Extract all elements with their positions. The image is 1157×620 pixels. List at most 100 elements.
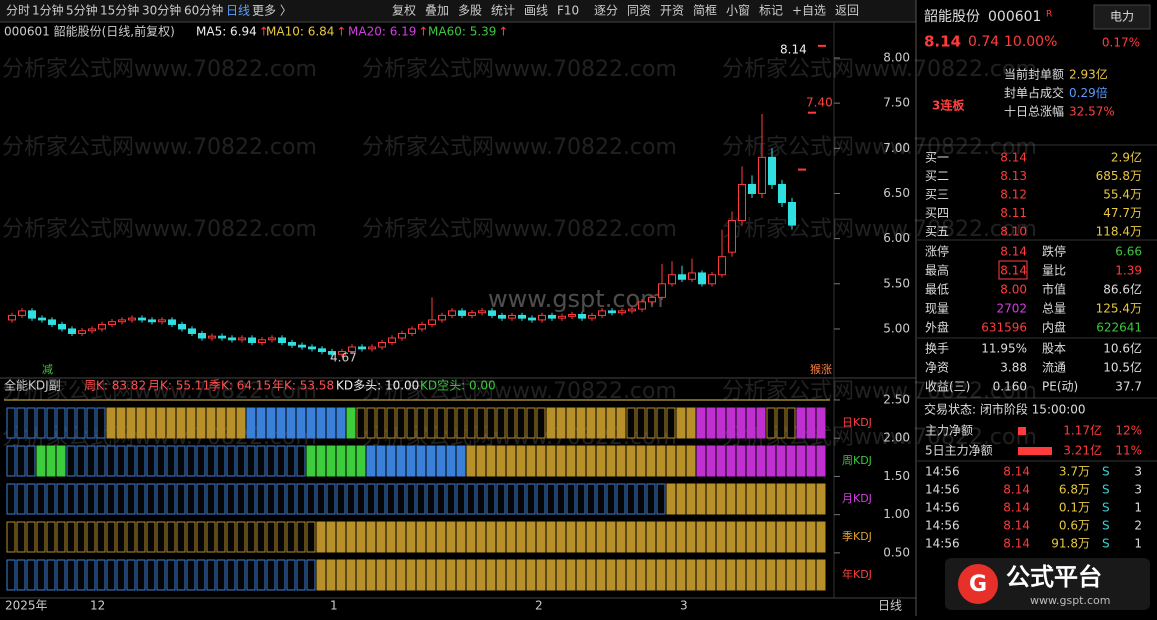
- kdj-cell: [616, 483, 626, 515]
- trade-side: S: [1102, 537, 1110, 551]
- kdj-cell: [156, 559, 166, 591]
- kdj-cell: [346, 407, 356, 439]
- kdj-cell: [446, 521, 456, 553]
- y-tick-label: 6.00: [883, 231, 910, 245]
- toolbar-button[interactable]: 小窗: [726, 4, 750, 18]
- kdj-cell: [676, 407, 686, 439]
- toolbar-button[interactable]: 分时: [6, 4, 30, 18]
- toolbar-button[interactable]: 同资: [627, 4, 651, 18]
- toolbar-button[interactable]: F10: [557, 4, 579, 18]
- kdj-cell: [606, 521, 616, 553]
- candle-body: [258, 339, 266, 344]
- kdj-cell: [146, 445, 156, 477]
- candle-body: [598, 310, 606, 316]
- candle-body: [218, 335, 226, 339]
- highlight-box: [998, 260, 1028, 280]
- candle-body: [608, 310, 616, 314]
- toolbar-button[interactable]: 5分钟: [66, 3, 98, 18]
- order-volume: 2.9亿: [1111, 150, 1142, 165]
- toolbar-button[interactable]: 返回: [835, 4, 859, 18]
- candle-body: [158, 319, 166, 323]
- kdj-cell: [796, 559, 806, 591]
- kdj-cell: [416, 521, 426, 553]
- kdj-cell: [166, 407, 176, 439]
- kdj-cell: [616, 559, 626, 591]
- kdj-cell: [416, 483, 426, 515]
- kdj-cell: [36, 559, 46, 591]
- kdj-cell: [796, 521, 806, 553]
- fund-value: 11.95%: [981, 342, 1027, 356]
- toolbar-button[interactable]: 标记: [759, 4, 783, 18]
- toolbar-button[interactable]: 开资: [660, 4, 684, 18]
- kdj-cell: [236, 445, 246, 477]
- kdj-cell: [426, 407, 436, 439]
- toolbar-button[interactable]: 叠加: [425, 4, 449, 18]
- toolbar-button[interactable]: 1分钟: [32, 3, 64, 18]
- kdj-cell: [386, 407, 396, 439]
- kdj-cell: [686, 559, 696, 591]
- kdj-cell: [266, 559, 276, 591]
- kdj-cell: [736, 483, 746, 515]
- kdj-cell: [16, 407, 26, 439]
- kdj-cell: [656, 445, 666, 477]
- kdj-cell: [426, 483, 436, 515]
- ma-value: MA60: 5.39: [428, 25, 496, 39]
- quote-label: 现量: [925, 302, 949, 316]
- kdj-cell: [586, 483, 596, 515]
- kdj-cell: [56, 521, 66, 553]
- kdj-cell: [306, 483, 316, 515]
- kdj-cell: [526, 483, 536, 515]
- kdj-cell: [76, 445, 86, 477]
- trade-count: 2: [1134, 519, 1142, 533]
- kdj-cell: [56, 407, 66, 439]
- kdj-cell: [426, 559, 436, 591]
- kdj-cell: [546, 483, 556, 515]
- kdj-cell: [456, 521, 466, 553]
- toolbar-button[interactable]: +自选: [792, 4, 826, 18]
- quote-label: 跌停: [1042, 244, 1066, 259]
- toolbar-button[interactable]: 简框: [693, 4, 717, 18]
- kdj-cell: [476, 445, 486, 477]
- trade-count: 3: [1134, 465, 1142, 479]
- toolbar-button[interactable]: 30分钟: [142, 3, 181, 18]
- quote-value: 86.6亿: [1103, 282, 1142, 297]
- kdj-cell: [636, 483, 646, 515]
- candle-body: [528, 317, 536, 321]
- kdj-stat: 周K: 83.82: [84, 379, 146, 393]
- kdj-cell: [236, 559, 246, 591]
- toolbar-button[interactable]: 统计: [491, 4, 515, 18]
- kdj-cell: [306, 445, 316, 477]
- kdj-cell: [186, 559, 196, 591]
- kdj-cell: [326, 445, 336, 477]
- order-label: 买四: [925, 206, 949, 220]
- kdj-cell: [696, 483, 706, 515]
- toolbar-button[interactable]: 逐分: [594, 4, 618, 18]
- toolbar-button[interactable]: 15分钟: [100, 3, 139, 18]
- candle-body: [618, 310, 626, 314]
- kdj-cell: [666, 521, 676, 553]
- row-label: 月KDJ: [842, 492, 872, 505]
- kdj-cell: [56, 559, 66, 591]
- toolbar-button[interactable]: 日线: [226, 4, 250, 18]
- toolbar-button[interactable]: 60分钟: [184, 3, 223, 18]
- kdj-cell: [806, 445, 816, 477]
- trade-time: 14:56: [925, 519, 960, 533]
- kdj-cell: [466, 407, 476, 439]
- quote-value: 1.39: [1115, 264, 1142, 278]
- toolbar-button[interactable]: 更多 〉: [252, 4, 292, 18]
- kdj-cell: [256, 445, 266, 477]
- candle-body: [808, 111, 816, 114]
- kdj-cell: [116, 559, 126, 591]
- kdj-cell: [86, 483, 96, 515]
- kdj-cell: [656, 483, 666, 515]
- kdj-cell: [436, 521, 446, 553]
- kdj-cell: [16, 445, 26, 477]
- kdj-cell: [586, 559, 596, 591]
- stock-name: 韶能股份: [924, 9, 980, 25]
- toolbar-button[interactable]: 复权: [392, 4, 416, 18]
- price-pct: 10.00%: [1004, 34, 1057, 50]
- quote-label: 外盘: [925, 320, 949, 335]
- toolbar-button[interactable]: 多股: [458, 4, 482, 18]
- y-tick-label: 1.00: [883, 507, 910, 521]
- toolbar-button[interactable]: 画线: [524, 4, 548, 18]
